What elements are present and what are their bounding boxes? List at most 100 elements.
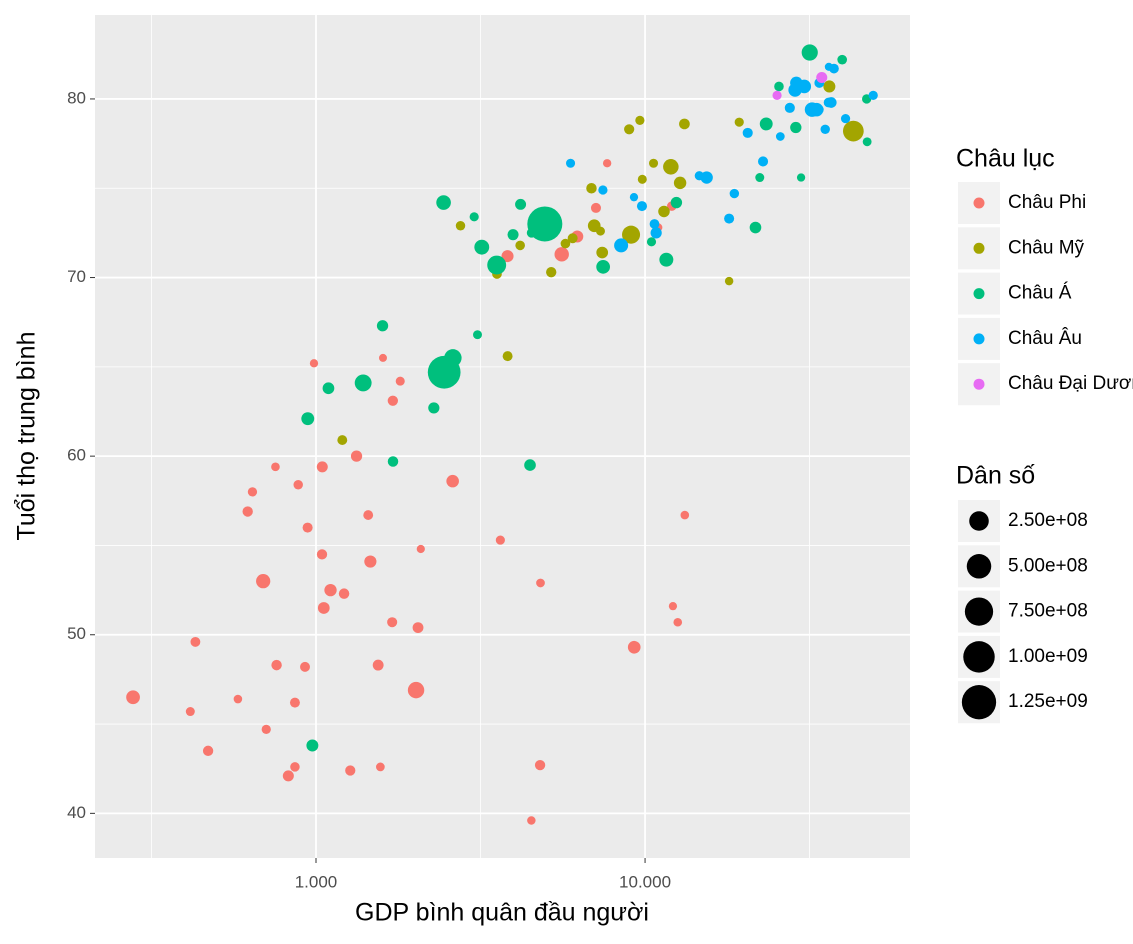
legend-label: Châu Âu	[1008, 327, 1082, 349]
legend-label: Châu Mỹ	[1008, 237, 1085, 258]
point	[673, 617, 683, 627]
point	[495, 535, 505, 545]
point	[614, 238, 629, 253]
point	[364, 555, 377, 568]
x-tick-label: 1.000	[295, 872, 338, 891]
point	[387, 456, 399, 467]
size-legend-title: Dân số	[956, 462, 1035, 490]
point	[772, 90, 782, 100]
point	[560, 238, 571, 249]
point	[376, 320, 389, 332]
y-tick-label: 70	[67, 267, 86, 286]
point	[820, 124, 830, 135]
point	[649, 219, 660, 229]
point	[759, 117, 773, 131]
point	[507, 229, 519, 241]
point	[837, 54, 848, 65]
point	[271, 659, 282, 671]
point	[673, 176, 687, 190]
point	[796, 173, 806, 182]
point	[840, 113, 851, 124]
legend-size-marker	[964, 597, 994, 626]
point	[474, 239, 490, 255]
legend-marker	[973, 242, 985, 254]
point	[515, 240, 525, 251]
point	[680, 510, 690, 520]
point	[242, 506, 253, 517]
legend-size-marker	[966, 554, 992, 579]
point	[546, 267, 557, 278]
point	[378, 353, 387, 362]
point	[801, 44, 818, 61]
point	[190, 636, 201, 647]
point	[300, 661, 310, 672]
point	[436, 195, 451, 210]
point	[774, 81, 784, 92]
point	[354, 374, 372, 392]
color-legend-title: Châu lục	[956, 145, 1055, 173]
legend-marker	[973, 288, 985, 300]
point	[376, 762, 385, 772]
point	[670, 196, 683, 209]
point	[372, 659, 384, 671]
point	[306, 739, 319, 752]
point	[586, 183, 597, 194]
point	[622, 225, 641, 244]
point	[567, 233, 578, 244]
point	[842, 120, 864, 142]
legend-marker	[973, 378, 985, 390]
point	[646, 237, 657, 247]
point	[624, 124, 635, 135]
point	[596, 226, 605, 236]
legend-label: 1.25e+09	[1008, 691, 1088, 712]
point	[636, 201, 648, 212]
point	[407, 681, 425, 699]
point	[668, 602, 678, 611]
point	[271, 462, 280, 472]
point	[629, 193, 639, 202]
point	[724, 276, 734, 286]
point	[829, 63, 839, 74]
point	[363, 510, 374, 520]
point	[635, 115, 645, 125]
point	[862, 137, 872, 147]
point	[816, 71, 828, 84]
legend-size-marker	[961, 685, 997, 720]
point	[455, 221, 466, 231]
point	[524, 459, 536, 471]
point	[637, 174, 647, 184]
point	[590, 202, 602, 213]
y-tick-label: 50	[67, 624, 86, 643]
point	[487, 255, 507, 275]
point	[289, 697, 300, 708]
point	[724, 213, 735, 224]
legend-label: Châu Á	[1008, 283, 1072, 304]
point	[790, 76, 803, 90]
legend-label: 2.50e+08	[1008, 510, 1088, 531]
point	[526, 228, 537, 238]
legend-size-marker	[963, 641, 995, 673]
point	[679, 118, 690, 130]
point	[627, 640, 641, 654]
point	[749, 221, 762, 234]
legend-label: Châu Đại Dương	[1008, 373, 1133, 394]
legend-label: 7.50e+08	[1008, 601, 1088, 622]
legend-label: 5.00e+08	[1008, 555, 1088, 576]
point	[416, 544, 425, 554]
point	[596, 246, 609, 259]
point	[446, 474, 459, 488]
point	[324, 583, 337, 597]
y-tick-label: 60	[67, 446, 86, 465]
point	[350, 450, 363, 462]
point	[256, 574, 271, 589]
point	[337, 435, 348, 446]
point	[290, 762, 300, 772]
point	[598, 185, 608, 195]
point	[293, 479, 303, 490]
point	[534, 759, 546, 771]
point	[663, 159, 679, 175]
legend-marker	[973, 197, 985, 209]
point	[825, 97, 837, 108]
point	[473, 330, 482, 340]
